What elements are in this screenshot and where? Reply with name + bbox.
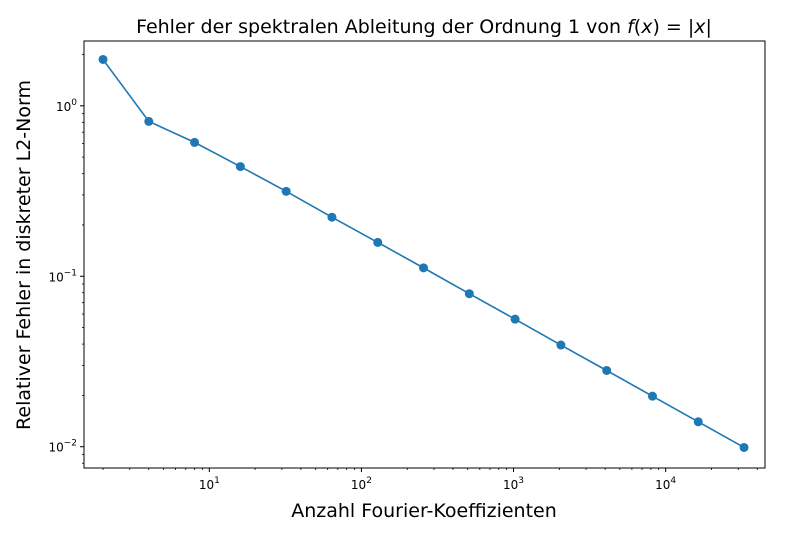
axes-frame <box>83 40 766 469</box>
y-tick-label: 100 <box>56 98 77 114</box>
chart-title-math-bar: | <box>706 16 712 38</box>
x-tick-label: 102 <box>351 476 372 492</box>
data-point <box>464 289 474 299</box>
chart-title-math-paren-open: ( <box>634 16 641 38</box>
y-axis-label: Relativer Fehler in diskreter L2-Norm <box>13 80 35 430</box>
plot-area: 101 102 103 104 100 10−1 10−2 <box>48 40 766 492</box>
x-axis-ticks: 101 102 103 104 <box>102 468 758 492</box>
chart-title-math-f: f <box>627 16 637 38</box>
chart-title-math-x: x <box>640 16 653 38</box>
data-point <box>739 442 749 452</box>
data-point <box>235 162 245 172</box>
data-point <box>693 417 703 427</box>
data-point <box>510 314 520 324</box>
data-point <box>98 54 108 64</box>
y-tick-label: 10−1 <box>48 268 77 284</box>
chart-title-math-abs-x: x <box>693 16 706 38</box>
data-point <box>144 116 154 126</box>
chart-title-math-paren-close: ) <box>652 16 659 38</box>
chart-title-prefix: Fehler der spektralen Ableitung der Ordn… <box>136 16 627 38</box>
data-point <box>556 340 566 350</box>
data-point <box>281 186 291 196</box>
y-axis-ticks: 100 10−1 10−2 <box>48 54 84 464</box>
x-tick-label: 103 <box>503 476 524 492</box>
x-axis-label: Anzahl Fourier-Koeffizienten <box>291 500 557 522</box>
chart-title: Fehler der spektralen Ableitung der Ordn… <box>136 16 712 38</box>
y-tick-label: 10−2 <box>48 439 77 455</box>
x-tick-label: 101 <box>199 476 220 492</box>
data-point <box>419 263 429 273</box>
data-point <box>190 137 200 147</box>
series-layer <box>98 54 749 452</box>
data-point <box>602 365 612 375</box>
x-tick-label: 104 <box>655 476 676 492</box>
data-point <box>327 212 337 222</box>
chart-title-math-eq: = | <box>660 16 694 38</box>
data-point <box>373 237 383 247</box>
data-point <box>647 391 657 401</box>
